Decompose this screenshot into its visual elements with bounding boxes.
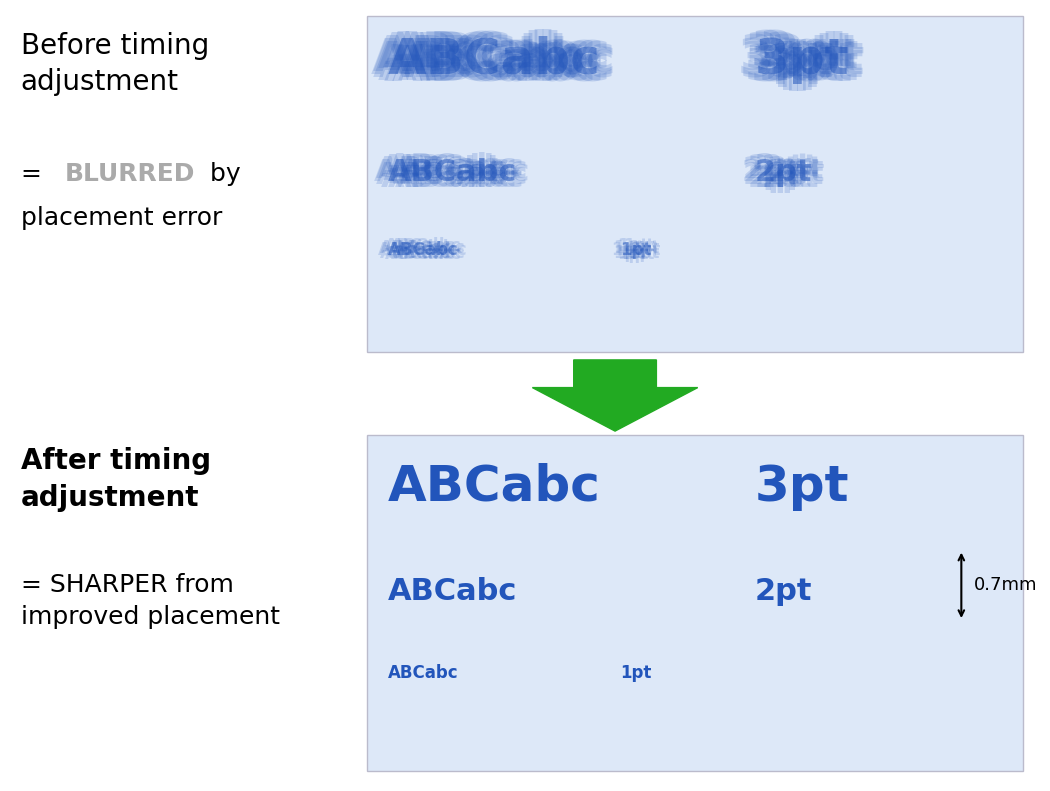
Text: ABCabc: ABCabc [402, 32, 615, 81]
Text: ABCabc: ABCabc [373, 32, 586, 81]
Text: 2pt: 2pt [748, 164, 805, 192]
Text: ABCabc: ABCabc [376, 161, 505, 191]
Text: ABCabc: ABCabc [401, 158, 530, 187]
Text: 3pt: 3pt [739, 39, 834, 87]
Text: ABCabc: ABCabc [402, 39, 615, 87]
Text: ABCabc: ABCabc [387, 577, 517, 607]
Text: 3pt: 3pt [744, 29, 839, 78]
Text: 1pt: 1pt [617, 237, 649, 255]
Text: ABCabc: ABCabc [377, 42, 590, 89]
Text: ABCabc: ABCabc [377, 29, 590, 78]
Text: ABCabc: ABCabc [398, 42, 611, 89]
Text: Before timing
adjustment: Before timing adjustment [21, 32, 209, 97]
Text: 3pt: 3pt [770, 39, 864, 87]
Text: ABCabc: ABCabc [397, 241, 467, 259]
Text: ABCabc: ABCabc [391, 237, 461, 255]
Text: ABCabc: ABCabc [381, 153, 510, 182]
Text: 2pt: 2pt [755, 152, 812, 181]
Text: 1pt: 1pt [623, 245, 654, 263]
Text: ABCabc: ABCabc [399, 155, 528, 184]
Text: ABCabc: ABCabc [381, 164, 510, 192]
Text: 2pt: 2pt [755, 158, 812, 187]
Text: ABCabc: ABCabc [387, 165, 517, 193]
Text: ABCabc: ABCabc [384, 245, 456, 263]
Text: ABCabc: ABCabc [378, 241, 449, 259]
Text: 1pt: 1pt [630, 241, 660, 259]
Text: ABCabc: ABCabc [404, 36, 617, 84]
Text: 3pt: 3pt [739, 32, 834, 81]
Text: ABCabc: ABCabc [384, 237, 456, 255]
Text: ABCabc: ABCabc [373, 39, 586, 87]
Text: 1pt: 1pt [623, 237, 654, 255]
Text: ABCabc: ABCabc [395, 164, 524, 192]
Text: 0.7mm: 0.7mm [973, 577, 1037, 594]
Text: by: by [202, 162, 240, 186]
Text: 3pt: 3pt [771, 36, 865, 84]
Text: ABCabc: ABCabc [387, 463, 601, 511]
Text: 1pt: 1pt [621, 664, 652, 683]
Text: 2pt: 2pt [768, 158, 825, 187]
Text: 3pt: 3pt [755, 36, 849, 84]
Text: 3pt: 3pt [751, 43, 845, 91]
Text: 2pt: 2pt [761, 153, 819, 182]
Text: 3pt: 3pt [755, 463, 849, 511]
Text: 3pt: 3pt [738, 36, 833, 84]
Text: ABCabc: ABCabc [395, 153, 524, 182]
Text: ABCabc: ABCabc [387, 36, 601, 84]
Text: BLURRED: BLURRED [65, 162, 195, 186]
Text: 2pt: 2pt [743, 155, 800, 184]
Text: =: = [21, 162, 49, 186]
Text: ABCabc: ABCabc [395, 239, 466, 257]
Text: ABCabc: ABCabc [398, 29, 611, 78]
Text: 3pt: 3pt [764, 42, 859, 89]
Text: ABCabc: ABCabc [384, 43, 596, 91]
Text: placement error: placement error [21, 206, 222, 229]
Text: 1pt: 1pt [613, 244, 644, 262]
Polygon shape [532, 360, 698, 431]
Text: ABCabc: ABCabc [371, 36, 584, 84]
Text: ABCabc: ABCabc [387, 158, 517, 187]
Text: ABCabc: ABCabc [392, 28, 604, 76]
Text: = SHARPER from
improved placement: = SHARPER from improved placement [21, 573, 279, 629]
Text: 2pt: 2pt [766, 161, 824, 191]
Text: 2pt: 2pt [743, 161, 800, 191]
Text: 1pt: 1pt [611, 241, 643, 259]
Text: 2pt: 2pt [755, 165, 812, 193]
Text: 1pt: 1pt [621, 241, 652, 259]
Text: 3pt: 3pt [751, 28, 845, 76]
Text: After timing
adjustment: After timing adjustment [21, 447, 211, 512]
Text: ABCabc: ABCabc [387, 152, 517, 181]
Text: ABCabc: ABCabc [380, 244, 450, 262]
FancyBboxPatch shape [366, 435, 1024, 771]
Text: 2pt: 2pt [755, 577, 812, 607]
Text: 2pt: 2pt [741, 158, 799, 187]
Text: ABCabc: ABCabc [380, 239, 450, 257]
Text: ABCabc: ABCabc [395, 244, 466, 262]
Text: 3pt: 3pt [744, 42, 839, 89]
Text: ABCabc: ABCabc [374, 158, 504, 187]
FancyBboxPatch shape [366, 16, 1024, 352]
Text: ABCabc: ABCabc [391, 245, 461, 263]
Text: ABCabc: ABCabc [384, 28, 596, 76]
Text: 3pt: 3pt [770, 32, 864, 81]
Text: 2pt: 2pt [766, 155, 824, 184]
Text: 2pt: 2pt [748, 153, 805, 182]
Text: ABCabc: ABCabc [387, 664, 458, 683]
Text: 3pt: 3pt [758, 43, 853, 91]
Text: 1pt: 1pt [617, 245, 649, 263]
Text: 1pt: 1pt [613, 239, 644, 257]
Text: 1pt: 1pt [628, 239, 659, 257]
Text: ABCabc: ABCabc [376, 155, 505, 184]
Text: 2pt: 2pt [761, 164, 819, 192]
Text: 3pt: 3pt [758, 28, 853, 76]
Text: ABCabc: ABCabc [392, 43, 604, 91]
Text: 3pt: 3pt [764, 29, 859, 78]
Text: ABCabc: ABCabc [399, 161, 528, 191]
Text: 1pt: 1pt [628, 244, 659, 262]
Text: ABCabc: ABCabc [387, 241, 458, 259]
